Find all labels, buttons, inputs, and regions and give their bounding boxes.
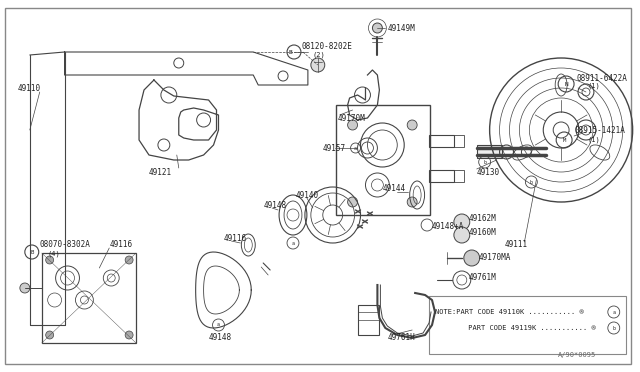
Bar — [454, 135, 464, 147]
Text: a: a — [292, 241, 294, 246]
Circle shape — [311, 58, 324, 72]
Bar — [358, 305, 380, 335]
Text: b: b — [483, 160, 486, 164]
Bar — [42, 253, 136, 343]
Text: 49148: 49148 — [263, 201, 286, 209]
Text: 49116: 49116 — [109, 240, 132, 248]
Bar — [429, 296, 626, 354]
Text: 08070-8302A: 08070-8302A — [40, 240, 91, 248]
Circle shape — [348, 197, 358, 207]
Text: 49110: 49110 — [18, 83, 41, 93]
Circle shape — [125, 256, 133, 264]
Text: 49130: 49130 — [477, 167, 500, 176]
Bar — [477, 145, 502, 158]
Circle shape — [454, 214, 470, 230]
Bar — [429, 135, 454, 147]
Text: (1): (1) — [588, 83, 601, 89]
Text: N: N — [564, 81, 568, 87]
Text: 49761M: 49761M — [468, 273, 497, 282]
Text: b: b — [530, 180, 532, 185]
Text: 49111: 49111 — [504, 240, 527, 248]
Text: 49116: 49116 — [223, 234, 246, 243]
Circle shape — [454, 227, 470, 243]
Text: B: B — [288, 49, 292, 55]
Text: 08915-1421A: 08915-1421A — [574, 125, 625, 135]
Text: 49121: 49121 — [149, 167, 172, 176]
Text: a: a — [354, 145, 357, 151]
Text: 49170MA: 49170MA — [479, 253, 511, 263]
Circle shape — [407, 197, 417, 207]
Circle shape — [45, 331, 54, 339]
Text: (4): (4) — [47, 251, 60, 257]
Circle shape — [407, 120, 417, 130]
Text: 08911-6422A: 08911-6422A — [576, 74, 627, 83]
Text: 49160M: 49160M — [468, 228, 497, 237]
Text: B: B — [30, 250, 33, 254]
Circle shape — [372, 23, 382, 33]
Text: 49157: 49157 — [323, 144, 346, 153]
Text: 49144: 49144 — [382, 183, 406, 192]
Text: PART CODE 49119K ........... ®: PART CODE 49119K ........... ® — [447, 325, 596, 331]
Text: 08120-8202E: 08120-8202E — [302, 42, 353, 51]
Bar — [429, 170, 454, 182]
Text: 49170M: 49170M — [338, 113, 365, 122]
Text: a: a — [217, 323, 220, 327]
Bar — [454, 170, 464, 182]
Text: b: b — [612, 326, 615, 330]
Bar — [336, 105, 430, 215]
Circle shape — [125, 331, 133, 339]
Circle shape — [348, 120, 358, 130]
Text: 49140: 49140 — [296, 190, 319, 199]
Text: 49148+A: 49148+A — [432, 221, 465, 231]
Text: A/90*0095: A/90*0095 — [558, 352, 596, 358]
Text: NOTE:PART CODE 49110K ........... ®: NOTE:PART CODE 49110K ........... ® — [435, 309, 584, 315]
Text: 49761H: 49761H — [387, 334, 415, 343]
Text: M: M — [563, 138, 566, 142]
Text: (1): (1) — [588, 137, 601, 143]
Circle shape — [20, 283, 30, 293]
Text: 49148: 49148 — [209, 334, 232, 343]
Text: a: a — [612, 310, 615, 314]
Text: 49149M: 49149M — [387, 23, 415, 32]
Text: 49162M: 49162M — [468, 214, 497, 222]
Circle shape — [45, 256, 54, 264]
Text: (2): (2) — [313, 52, 326, 58]
Circle shape — [464, 250, 480, 266]
